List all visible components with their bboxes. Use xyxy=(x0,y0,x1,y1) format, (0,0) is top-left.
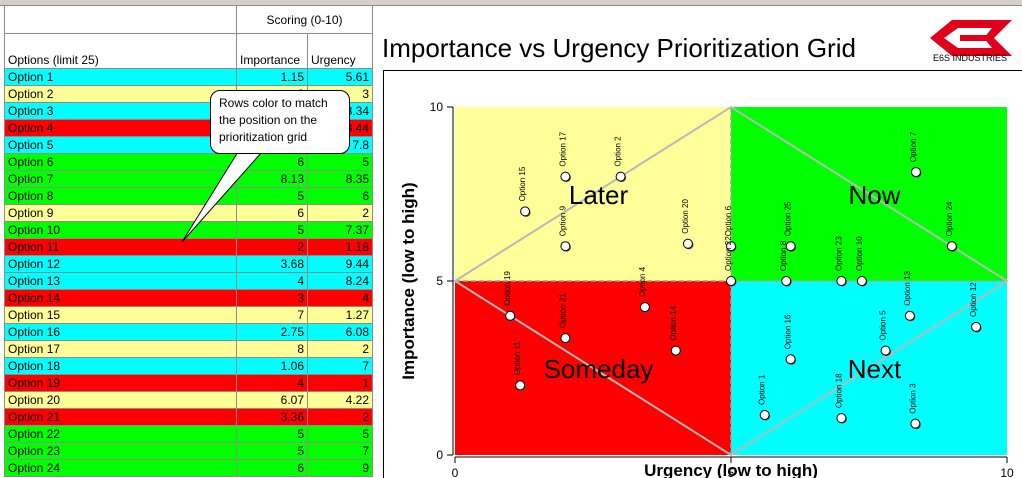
quadrant-label-next: Next xyxy=(848,354,902,384)
data-point[interactable] xyxy=(971,321,982,332)
urgency-cell[interactable]: 4.22 xyxy=(307,391,373,409)
option-name-cell[interactable]: Option 21 xyxy=(4,408,237,426)
point-label: Option 15 xyxy=(518,166,527,201)
point-label: Option 25 xyxy=(784,201,793,236)
point-label: Option 11 xyxy=(513,341,522,376)
quadrant-label-now: Now xyxy=(849,180,901,210)
data-point[interactable] xyxy=(639,302,650,313)
point-label: Option 21 xyxy=(558,293,567,328)
option-name-cell[interactable]: Option 2 xyxy=(4,85,237,103)
y-axis-label: Importance (low to high) xyxy=(399,182,418,379)
x-tick-label: 0 xyxy=(452,466,459,478)
point-label: Option 18 xyxy=(834,373,843,408)
point-label: Option 6 xyxy=(724,205,733,236)
urgency-cell[interactable]: 5.61 xyxy=(307,68,373,86)
company-logo xyxy=(930,20,1012,56)
urgency-cell[interactable]: 9 xyxy=(307,459,373,477)
chart-frame xyxy=(383,70,1022,478)
options-spreadsheet: Scoring (0-10) Options (limit 25) Import… xyxy=(0,0,378,478)
point-label: Option 12 xyxy=(969,282,978,317)
table-row[interactable]: Option 24 6 9 xyxy=(4,459,373,477)
diamond-outline xyxy=(453,105,1009,457)
y-tick-label: 0 xyxy=(436,448,443,462)
data-point[interactable] xyxy=(836,413,847,424)
quadrant-label-someday: Someday xyxy=(544,354,654,384)
importance-header[interactable]: Importance xyxy=(236,33,308,69)
point-label: Option 17 xyxy=(558,131,567,166)
data-point[interactable] xyxy=(560,171,571,182)
x-tick-label: 10 xyxy=(1000,466,1014,478)
data-point[interactable] xyxy=(615,171,626,182)
importance-cell[interactable]: 2.75 xyxy=(236,323,308,341)
table-row[interactable]: Option 17 8 2 xyxy=(4,340,373,358)
callout-note: Rows color to match the position on the … xyxy=(210,90,350,154)
table-row[interactable]: Option 1 1.15 5.61 xyxy=(4,68,373,86)
point-label: Option 9 xyxy=(558,205,567,236)
data-point[interactable] xyxy=(785,241,796,252)
data-point[interactable] xyxy=(880,345,891,356)
importance-cell[interactable]: 1.15 xyxy=(236,68,308,86)
data-point[interactable] xyxy=(670,345,681,356)
y-tick-label: 10 xyxy=(430,100,444,114)
logo-text: E6S INDUSTRIES xyxy=(932,53,1008,63)
y-tick-label: 5 xyxy=(436,274,443,288)
point-label: Option 4 xyxy=(638,266,647,297)
table-row[interactable]: Option 18 1.06 7 xyxy=(4,357,373,375)
quadrant-label-later: Later xyxy=(569,180,629,210)
table-row[interactable]: Option 15 7 1.27 xyxy=(4,306,373,324)
options-table: Scoring (0-10) Options (limit 25) Import… xyxy=(4,5,373,477)
option-name-cell[interactable]: Option 24 xyxy=(4,459,237,477)
point-label: Option 3 xyxy=(908,383,917,414)
data-point[interactable] xyxy=(682,238,693,249)
data-point[interactable] xyxy=(560,333,571,344)
point-label: Option 2 xyxy=(614,136,623,167)
data-point[interactable] xyxy=(505,310,516,321)
column-header-bar xyxy=(0,0,1022,6)
data-point[interactable] xyxy=(856,276,867,286)
point-label: Option 13 xyxy=(903,271,912,306)
point-label: Option 10 xyxy=(855,236,864,271)
point-label: Option 20 xyxy=(681,199,690,234)
data-point[interactable] xyxy=(910,167,921,178)
data-point[interactable] xyxy=(836,276,847,286)
point-label: Option 14 xyxy=(669,305,678,340)
point-label: Option 16 xyxy=(784,314,793,349)
data-point[interactable] xyxy=(520,206,531,217)
scoring-header[interactable]: Scoring (0-10) xyxy=(236,5,373,34)
data-point[interactable] xyxy=(904,310,915,321)
data-point[interactable] xyxy=(781,276,792,286)
x-axis-label: Urgency (low to high) xyxy=(644,461,818,478)
table-row[interactable]: Option 23 5 7 xyxy=(4,442,373,460)
data-point[interactable] xyxy=(910,418,921,429)
option-name-cell[interactable]: Option 3 xyxy=(4,102,237,120)
table-row[interactable]: Option 16 2.75 6.08 xyxy=(4,323,373,341)
point-label: Option 24 xyxy=(945,201,954,236)
data-point[interactable] xyxy=(759,409,770,420)
data-point[interactable] xyxy=(946,241,957,252)
data-point[interactable] xyxy=(726,241,736,252)
chart-title: Importance vs Urgency Prioritization Gri… xyxy=(382,33,856,63)
point-label: Option 5 xyxy=(879,310,888,341)
point-label: Option 19 xyxy=(503,271,512,306)
x-tick-label: 5 xyxy=(728,466,735,478)
table-row[interactable]: Option 22 5 5 xyxy=(4,425,373,443)
table-row[interactable]: Option 21 3.36 2 xyxy=(4,408,373,426)
point-label: Option 8 xyxy=(779,240,788,271)
urgency-cell[interactable]: 1.18 xyxy=(307,238,373,256)
data-point[interactable] xyxy=(515,380,526,391)
data-point[interactable] xyxy=(785,354,796,365)
point-label: Option 22 xyxy=(724,236,733,271)
options-header[interactable]: Options (limit 25) xyxy=(4,33,237,69)
point-label: Option 7 xyxy=(909,131,918,162)
data-point[interactable] xyxy=(560,241,571,252)
option-name-cell[interactable]: Option 6 xyxy=(4,153,237,171)
data-point[interactable] xyxy=(726,276,736,286)
point-label: Option 23 xyxy=(834,236,843,271)
point-label: Option 1 xyxy=(758,374,767,405)
